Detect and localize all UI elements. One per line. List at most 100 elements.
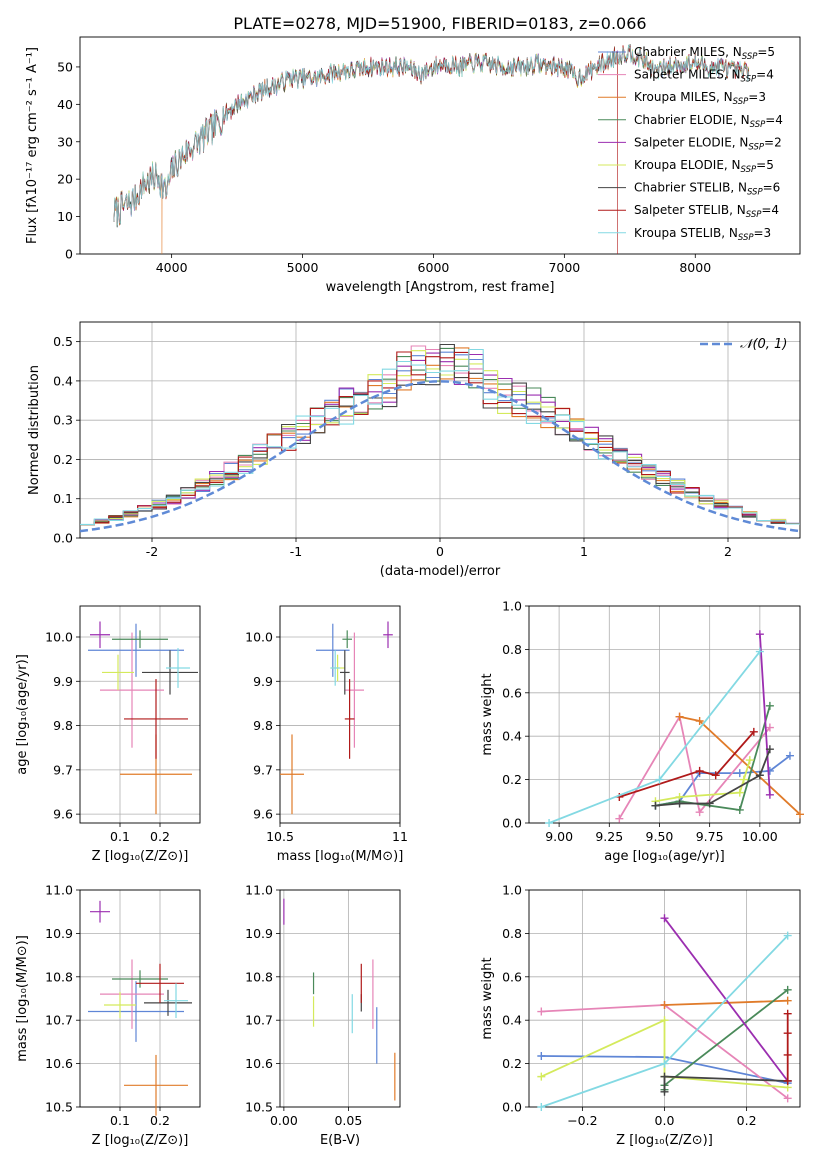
y-tick-label: 9.9 <box>53 674 73 689</box>
y-tick-label: 10.0 <box>45 630 73 645</box>
y-tick-label: 0.6 <box>502 969 522 984</box>
errorbar-point <box>166 648 190 688</box>
weight-marker <box>735 805 744 814</box>
axes-frame <box>79 321 801 539</box>
errorbar-point <box>280 734 304 815</box>
legend-entry: 𝒩(0, 1) <box>740 337 787 352</box>
weight-series-line <box>664 999 788 1006</box>
y-tick-label: 0.5 <box>53 334 73 349</box>
y-tick-label: 50 <box>57 59 73 74</box>
weight-marker <box>745 756 754 765</box>
y-tick-label: 0.2 <box>502 1056 522 1071</box>
x-tick-label: 8000 <box>679 260 711 275</box>
weight-marker <box>755 630 764 639</box>
x-tick-label: −0.2 <box>567 1113 597 1128</box>
errorbar-point <box>88 623 184 677</box>
y-tick-label: 0.4 <box>53 373 73 388</box>
y-tick-label: 0.6 <box>502 685 522 700</box>
x-tick-label: 1 <box>580 544 588 559</box>
weight-marker <box>660 914 669 923</box>
spectrum-legend: Chabrier MILES, NSSP=5 Salpeter MILES, NS… <box>598 45 783 243</box>
histogram-step <box>80 343 800 526</box>
weight-marker <box>785 751 794 760</box>
y-axis-label: Flux [fλ10⁻¹⁷ erg cm⁻² s⁻¹ A⁻¹] <box>25 47 40 244</box>
y-tick-label: 0.4 <box>502 729 522 744</box>
weight-marker <box>783 1009 792 1018</box>
y-tick-label: 9.6 <box>253 807 273 822</box>
y-tick-label: 0.4 <box>502 1013 522 1028</box>
errorbar-point <box>342 630 352 649</box>
weight-marker <box>655 775 664 784</box>
y-tick-label: 0.0 <box>502 816 522 831</box>
errorbar-point <box>104 991 136 1019</box>
y-tick-label: 0.8 <box>502 642 522 657</box>
weight-marker <box>660 1059 669 1068</box>
x-tick-label: 7000 <box>548 260 580 275</box>
weight-marker <box>537 1072 546 1081</box>
y-tick-label: 0.2 <box>502 772 522 787</box>
errorbar-point <box>90 900 110 923</box>
weight-marker <box>660 1001 669 1010</box>
weight-marker <box>783 996 792 1005</box>
weight-marker <box>711 771 720 780</box>
y-tick-label: 1.0 <box>502 599 522 614</box>
errorbar-point <box>124 679 188 759</box>
x-tick-label: 9.50 <box>646 829 674 844</box>
y-tick-label: 10.5 <box>245 1100 273 1115</box>
errorbar-point <box>136 963 184 1003</box>
y-tick-label: 10.9 <box>245 926 273 941</box>
weight-marker <box>765 745 774 754</box>
histogram-series <box>80 343 800 533</box>
x-tick-label: -2 <box>146 544 158 559</box>
y-tick-label: 0 <box>65 247 73 262</box>
x-axis-label: Z [log₁₀(Z/Z⊙)] <box>92 1133 189 1148</box>
mass-vs-Z-panel: 0.1 0.2 10.5 10.6 10.7 10.8 10.9 11.0 Z [log₁₀(Z… <box>15 883 201 1148</box>
x-axis-label: Z [log₁₀(Z/Z⊙)] <box>92 849 189 864</box>
errorbar-point <box>90 621 110 649</box>
axes-frame <box>279 605 401 824</box>
weight-marker <box>660 1087 669 1096</box>
y-tick-label: 1.0 <box>502 883 522 898</box>
legend-entry: Kroupa MILES, NSSP=3 <box>634 90 766 107</box>
axes-frame <box>528 605 801 824</box>
y-tick-label: 10.8 <box>245 969 273 984</box>
weight-marker <box>765 701 774 710</box>
x-tick-label: 5000 <box>287 260 319 275</box>
errorbar-point <box>124 1054 188 1116</box>
x-tick-label: 9.00 <box>545 829 573 844</box>
weight-marker <box>796 810 804 819</box>
errorbar-point <box>112 630 168 649</box>
y-tick-label: 10.5 <box>45 1100 73 1115</box>
errorbar-point <box>102 654 134 691</box>
x-tick-label: 0 <box>436 544 444 559</box>
legend-entry: Chabrier ELODIE, NSSP=4 <box>634 113 783 130</box>
x-tick-label: 10.5 <box>266 829 294 844</box>
histogram-panel: -2 -1 0 1 2 0.0 0.1 0.2 0.3 0.4 0.5 (data-model)/er… <box>27 321 801 579</box>
x-axis-label: E(B-V) <box>320 1133 360 1148</box>
y-tick-label: 40 <box>57 97 73 112</box>
y-tick-label: 0.2 <box>53 452 73 467</box>
errorbar-point <box>100 959 164 1029</box>
x-tick-label: 0.1 <box>110 829 130 844</box>
legend-entry: Salpeter ELODIE, NSSP=2 <box>634 135 782 152</box>
weight-marker <box>749 727 758 736</box>
weight-marker <box>735 769 744 778</box>
weight-marker <box>755 647 764 656</box>
x-tick-label: -1 <box>290 544 302 559</box>
weight-marker <box>765 766 774 775</box>
axes-frame <box>79 889 201 1108</box>
axes-frame <box>79 36 801 255</box>
errorbar-point <box>340 650 350 695</box>
y-tick-label: 0.3 <box>53 413 73 428</box>
y-tick-label: 10.7 <box>245 1013 273 1028</box>
weight-marker <box>765 790 774 799</box>
legend-entry: Salpeter STELIB, NSSP=4 <box>634 203 779 220</box>
legend-entry: Chabrier MILES, NSSP=5 <box>634 45 775 62</box>
weight-marker <box>695 766 704 775</box>
errorbar-point <box>344 632 364 748</box>
histogram-step <box>80 351 800 526</box>
spectrum-lines <box>113 43 750 254</box>
x-tick-label: 0.00 <box>270 1113 298 1128</box>
y-tick-label: 10.9 <box>45 926 73 941</box>
y-tick-label: 0.0 <box>502 1100 522 1115</box>
